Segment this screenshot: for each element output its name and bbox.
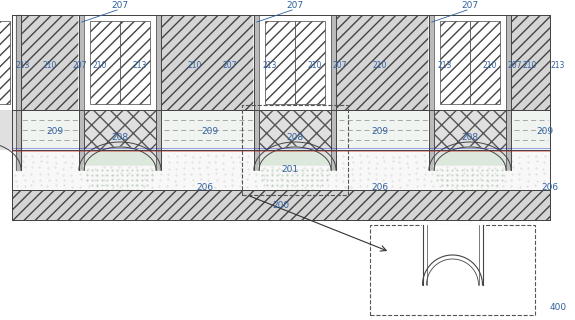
Text: 208: 208 bbox=[461, 132, 478, 141]
Bar bbox=[90, 21, 120, 104]
Text: 206: 206 bbox=[371, 182, 389, 191]
Polygon shape bbox=[434, 147, 506, 170]
Text: 209: 209 bbox=[201, 127, 218, 137]
Text: 400: 400 bbox=[550, 302, 567, 311]
Bar bbox=[265, 21, 295, 104]
Text: 213: 213 bbox=[16, 60, 30, 69]
Text: 213: 213 bbox=[133, 60, 147, 69]
Text: 213: 213 bbox=[263, 60, 277, 69]
Text: 209: 209 bbox=[536, 127, 554, 137]
Bar bbox=[12, 150, 550, 190]
Text: 209: 209 bbox=[371, 127, 389, 137]
Polygon shape bbox=[429, 15, 511, 170]
Text: 207: 207 bbox=[286, 1, 304, 10]
Bar bbox=[84, 110, 156, 150]
Bar bbox=[259, 110, 331, 150]
Text: 208: 208 bbox=[286, 132, 304, 141]
Bar bbox=[12, 15, 550, 110]
Bar bbox=[429, 15, 434, 170]
Bar bbox=[12, 190, 550, 220]
Bar bbox=[506, 15, 511, 170]
Text: 207: 207 bbox=[461, 1, 478, 10]
Bar bbox=[79, 15, 84, 170]
Text: 210: 210 bbox=[483, 60, 497, 69]
Text: 207: 207 bbox=[112, 1, 129, 10]
Text: 209: 209 bbox=[47, 127, 64, 137]
Text: 213: 213 bbox=[551, 60, 565, 69]
Text: 210: 210 bbox=[43, 60, 57, 69]
Bar bbox=[440, 21, 470, 104]
Text: 206: 206 bbox=[542, 182, 558, 191]
Polygon shape bbox=[79, 15, 161, 170]
Polygon shape bbox=[423, 225, 482, 285]
Text: 210: 210 bbox=[373, 60, 387, 69]
Text: 210: 210 bbox=[93, 60, 107, 69]
Text: 210: 210 bbox=[188, 60, 202, 69]
Polygon shape bbox=[429, 142, 511, 170]
Polygon shape bbox=[254, 142, 336, 170]
Text: 207: 207 bbox=[73, 60, 87, 69]
Text: 201: 201 bbox=[281, 165, 298, 174]
Bar bbox=[434, 110, 506, 150]
Text: 208: 208 bbox=[112, 132, 129, 141]
Bar bbox=[12, 110, 550, 150]
Text: 210: 210 bbox=[523, 60, 537, 69]
Bar bbox=[295, 21, 325, 104]
Bar bbox=[120, 21, 150, 104]
Bar bbox=[0, 21, 10, 104]
Bar bbox=[0, 110, 16, 150]
Text: 200: 200 bbox=[273, 201, 290, 210]
Bar bbox=[370, 225, 535, 315]
Bar bbox=[242, 105, 348, 195]
Polygon shape bbox=[254, 15, 336, 170]
Bar bbox=[434, 150, 506, 165]
Bar bbox=[331, 15, 336, 170]
Bar bbox=[156, 15, 161, 170]
Bar bbox=[259, 150, 331, 165]
Text: 207: 207 bbox=[508, 60, 522, 69]
Polygon shape bbox=[259, 147, 331, 170]
Text: 207: 207 bbox=[333, 60, 347, 69]
Bar bbox=[254, 15, 259, 170]
Polygon shape bbox=[79, 142, 161, 170]
Text: 213: 213 bbox=[438, 60, 452, 69]
Polygon shape bbox=[0, 15, 21, 170]
Text: 207: 207 bbox=[223, 60, 237, 69]
Polygon shape bbox=[84, 147, 156, 170]
Bar bbox=[12, 15, 550, 220]
Polygon shape bbox=[16, 15, 21, 170]
Text: 210: 210 bbox=[308, 60, 322, 69]
Text: 206: 206 bbox=[197, 182, 213, 191]
Bar bbox=[470, 21, 500, 104]
Bar bbox=[84, 150, 156, 165]
